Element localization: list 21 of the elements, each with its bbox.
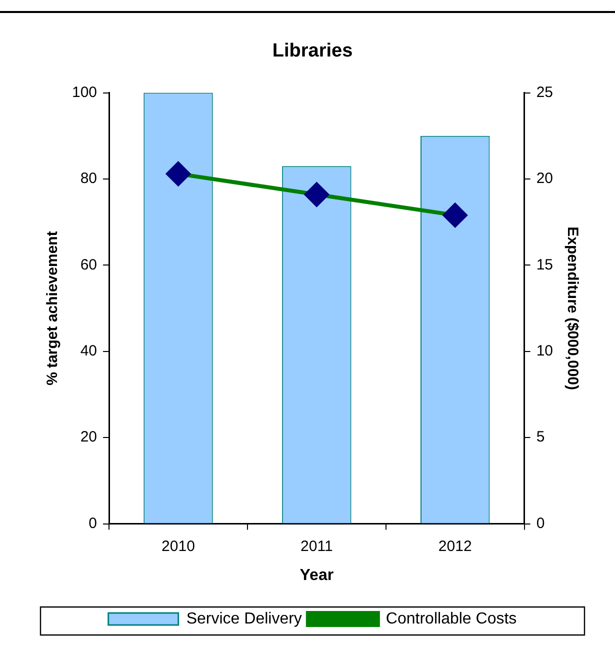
x-tick-label: 2012 <box>438 538 472 555</box>
y-tick-label: 40 <box>80 342 98 360</box>
chart-title: Libraries <box>272 40 353 62</box>
y2-tick-label: 20 <box>536 170 554 188</box>
y2-tick-label: 5 <box>536 428 545 446</box>
y-tick-label: 0 <box>88 514 98 532</box>
y2-tick-label: 25 <box>536 84 554 101</box>
legend-label: Controllable Costs <box>386 610 517 628</box>
x-axis-title: Year <box>300 566 334 584</box>
y-tick-label: 60 <box>80 256 98 274</box>
legend-label: Service Delivery <box>186 610 302 628</box>
y-tick-label: 80 <box>80 170 98 188</box>
y2-tick-label: 0 <box>536 514 545 532</box>
y-tick-label: 100 <box>72 84 98 101</box>
y2-axis-title: Expenditure ($000,000) <box>564 226 581 390</box>
y2-tick-label: 10 <box>536 342 554 360</box>
y-axis-title: % target achievement <box>44 231 62 386</box>
x-tick-label: 2011 <box>300 538 333 555</box>
x-tick-label: 2010 <box>162 538 195 555</box>
y-tick-label: 20 <box>80 428 98 446</box>
y2-tick-label: 15 <box>536 256 554 274</box>
